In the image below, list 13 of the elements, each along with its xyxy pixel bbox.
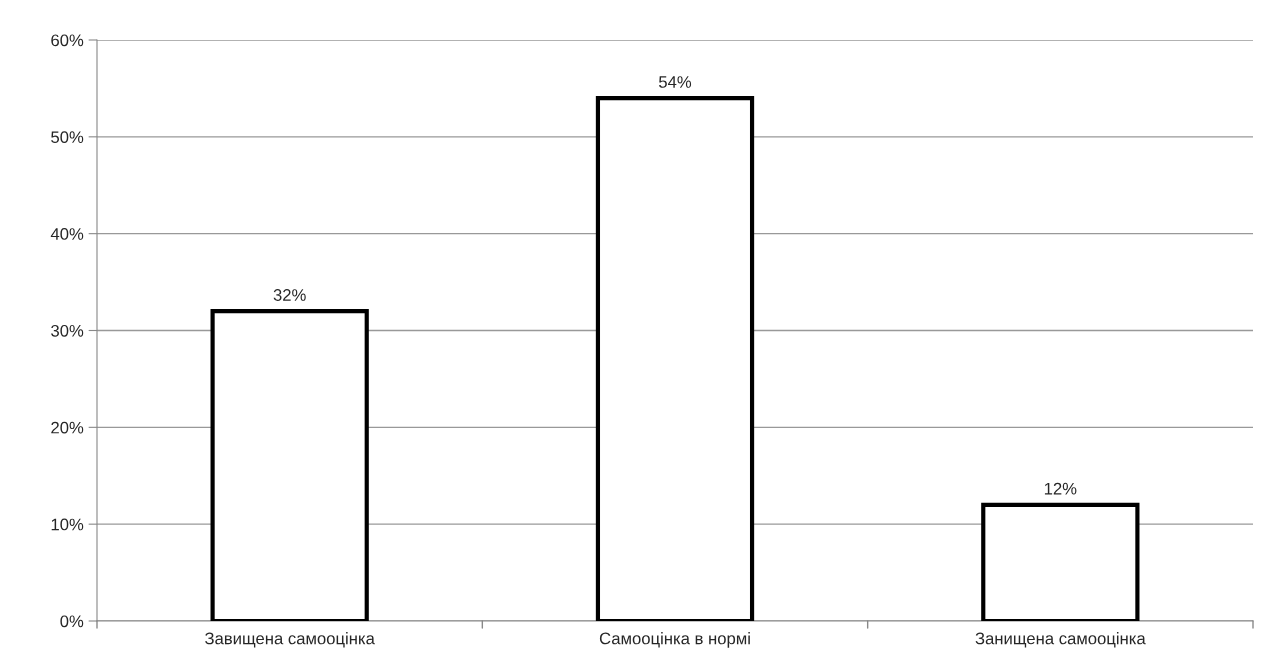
- y-tick-label: 30%: [51, 324, 84, 337]
- y-tick-label: 40%: [50, 228, 84, 240]
- x-tick-label: Завищена самооцінка: [205, 632, 375, 648]
- y-tick-label: 10%: [51, 518, 84, 531]
- data-label: 54%: [658, 76, 692, 88]
- y-tick-label: 20%: [51, 421, 84, 434]
- x-tick-label: Самооцінка в нормі: [599, 632, 750, 648]
- y-tick-label: 50%: [51, 131, 84, 144]
- x-tick-label: Занищена самооцінка: [975, 632, 1146, 648]
- y-tick-label: 60%: [51, 34, 84, 47]
- y-tick-label: 0%: [60, 615, 84, 628]
- data-label: 32%: [273, 289, 306, 301]
- data-label: 12%: [1044, 482, 1077, 495]
